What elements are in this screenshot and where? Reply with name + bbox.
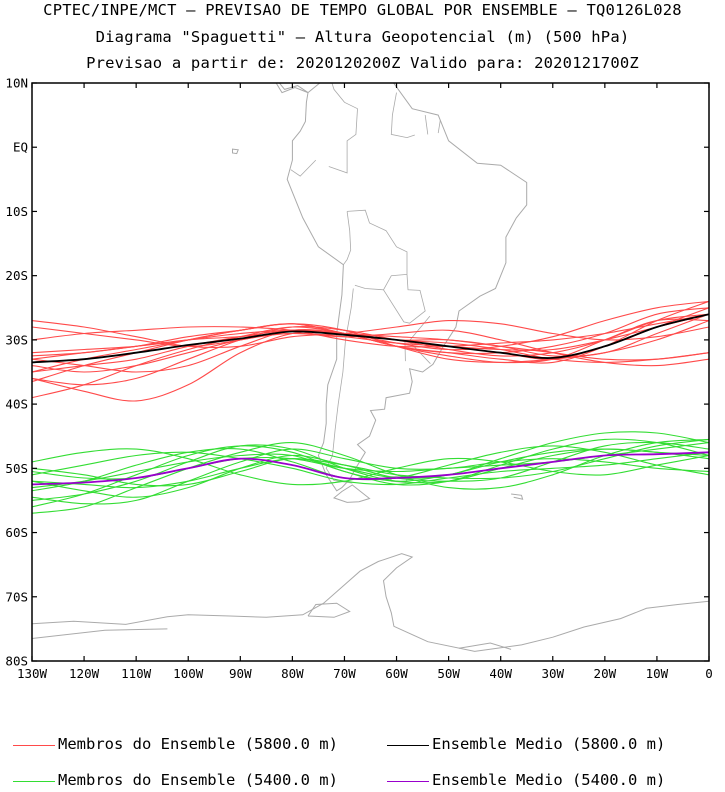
legend-swatch-mean-5400 — [387, 781, 429, 782]
title-line-1: CPTEC/INPE/MCT — PREVISAO DE TEMPO GLOBA… — [43, 1, 682, 19]
y-tick-label: 10N — [5, 76, 28, 91]
x-tick-label: 90W — [229, 666, 252, 681]
y-tick-label: 70S — [5, 589, 28, 604]
spaghetti-chart: 130W 120W 110W 100W 90W 80W 70W 60W 50W 40W 30W 20W… — [5, 76, 713, 682]
x-tick-label: 80W — [281, 666, 304, 681]
x-tick-label: 10W — [646, 666, 669, 681]
title-line-3: Previsao a partir de: 2020120200Z Valido… — [86, 54, 639, 72]
series-line-members-5400-4 — [32, 438, 709, 514]
legend-label-mean-5400: Ensemble Medio (5400.0 m) — [432, 771, 666, 789]
series-line-members-5800-8 — [32, 313, 709, 348]
series-line-members-5400-10 — [32, 438, 709, 489]
x-tick-label: 110W — [121, 666, 152, 681]
legend-swatch-members-5800 — [13, 745, 55, 746]
x-tick-label: 20W — [594, 666, 617, 681]
series-line-members-5800-10 — [32, 313, 709, 373]
x-tick-label: 60W — [385, 666, 408, 681]
legend-label-mean-5800: Ensemble Medio (5800.0 m) — [432, 735, 666, 753]
series-line-members-5400-5 — [32, 431, 709, 487]
series-line-members-5400-9 — [32, 445, 709, 508]
series-line-members-5400-6 — [32, 438, 709, 489]
series-line-members-5400-3 — [32, 448, 709, 486]
series-line-members-5800-13 — [32, 329, 709, 367]
x-tick-label: 70W — [333, 666, 356, 681]
y-tick-label: 40S — [5, 397, 28, 412]
x-tick-label: 120W — [69, 666, 100, 681]
series-line-members-5800-14 — [32, 300, 709, 373]
y-tick-label: EQ — [13, 140, 28, 155]
y-tick-label: 10S — [5, 204, 28, 219]
legend-swatch-members-5400 — [13, 781, 55, 782]
series-line-members-5400-7 — [32, 448, 709, 505]
series-line-members-5800-6 — [32, 318, 709, 364]
x-tick-label: 30W — [541, 666, 564, 681]
x-tick-label: 130W — [17, 666, 48, 681]
x-tick-label: 100W — [173, 666, 204, 681]
x-tick-label: 0 — [705, 666, 713, 681]
y-tick-label: 80S — [5, 654, 28, 669]
legend-swatch-mean-5800 — [387, 745, 429, 746]
y-tick-label: 30S — [5, 332, 28, 347]
y-tick-label: 20S — [5, 268, 28, 283]
series-line-mean-5400 — [32, 451, 709, 486]
legend-label-members-5800: Membros do Ensemble (5800.0 m) — [58, 735, 338, 753]
plot-frame — [31, 82, 710, 662]
coastline-map — [32, 83, 709, 652]
title-line-2: Diagrama "Spaguetti" — Altura Geopotenci… — [95, 28, 630, 46]
legend-label-members-5400: Membros do Ensemble (5400.0 m) — [58, 771, 338, 789]
series-line-mean-5800 — [32, 313, 709, 364]
series-line-members-5400-8 — [32, 451, 709, 486]
y-tick-label: 50S — [5, 461, 28, 476]
x-tick-label: 50W — [437, 666, 460, 681]
y-tick-label: 60S — [5, 525, 28, 540]
series-line-members-5400-2 — [32, 441, 709, 498]
series-line-members-5800-11 — [32, 319, 709, 349]
x-tick-label: 40W — [489, 666, 512, 681]
